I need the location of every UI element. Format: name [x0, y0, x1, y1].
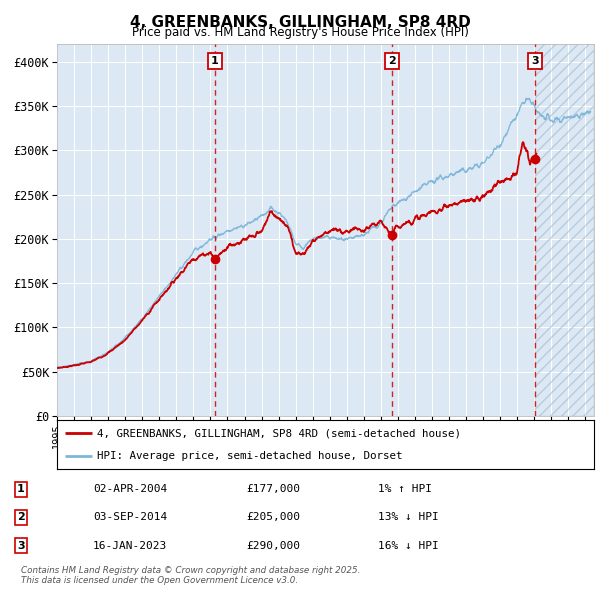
Text: Price paid vs. HM Land Registry's House Price Index (HPI): Price paid vs. HM Land Registry's House …	[131, 26, 469, 39]
Text: 2: 2	[388, 56, 396, 66]
Text: £177,000: £177,000	[246, 484, 300, 494]
Text: HPI: Average price, semi-detached house, Dorset: HPI: Average price, semi-detached house,…	[97, 451, 403, 461]
Text: 03-SEP-2014: 03-SEP-2014	[93, 513, 167, 522]
Text: 13% ↓ HPI: 13% ↓ HPI	[378, 513, 439, 522]
Text: 16% ↓ HPI: 16% ↓ HPI	[378, 541, 439, 550]
Text: £290,000: £290,000	[246, 541, 300, 550]
Text: 16-JAN-2023: 16-JAN-2023	[93, 541, 167, 550]
Text: 4, GREENBANKS, GILLINGHAM, SP8 4RD: 4, GREENBANKS, GILLINGHAM, SP8 4RD	[130, 15, 470, 30]
Text: 3: 3	[531, 56, 539, 66]
Text: 1% ↑ HPI: 1% ↑ HPI	[378, 484, 432, 494]
Text: £205,000: £205,000	[246, 513, 300, 522]
Bar	[535, 44, 594, 416]
Text: 1: 1	[17, 484, 25, 494]
Text: 3: 3	[17, 541, 25, 550]
Text: 02-APR-2004: 02-APR-2004	[93, 484, 167, 494]
Text: Contains HM Land Registry data © Crown copyright and database right 2025.
This d: Contains HM Land Registry data © Crown c…	[21, 566, 361, 585]
Text: 1: 1	[211, 56, 218, 66]
Text: 2: 2	[17, 513, 25, 522]
Text: 4, GREENBANKS, GILLINGHAM, SP8 4RD (semi-detached house): 4, GREENBANKS, GILLINGHAM, SP8 4RD (semi…	[97, 428, 461, 438]
Bar	[535, 44, 594, 416]
